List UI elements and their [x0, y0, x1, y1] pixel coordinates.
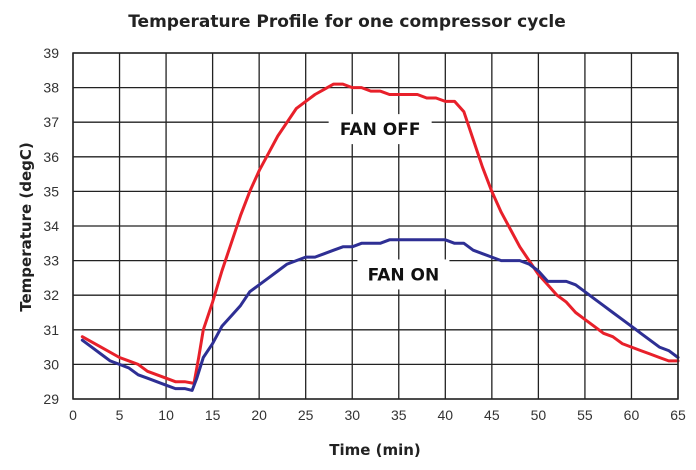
plot-frame	[72, 52, 679, 400]
y-tick-label: 39	[43, 45, 59, 61]
x-tick-label: 45	[484, 407, 500, 423]
x-tick-label: 0	[69, 407, 77, 423]
annotation-background	[328, 114, 432, 145]
x-tick-label: 40	[438, 407, 454, 423]
series-line-fan-off	[80, 82, 680, 385]
y-tick-label: 36	[43, 149, 59, 165]
y-tick-labels: 29 30 31 32 33 34 35 36 37 38 39	[43, 45, 59, 407]
annotations: FAN OFF FAN ON	[328, 114, 450, 290]
x-tick-label: 15	[205, 407, 221, 423]
grid	[72, 52, 679, 400]
y-tick-label: 29	[43, 391, 59, 407]
annotation-fan-on: FAN ON	[368, 265, 440, 285]
y-tick-label: 33	[43, 253, 59, 269]
annotation-background	[357, 259, 450, 290]
x-axis-label: Time (min)	[329, 441, 421, 459]
x-tick-labels: 0 5 10 15 20 25 30 35 40 45 50 55 60 65	[69, 407, 686, 423]
y-tick-label: 32	[43, 287, 59, 303]
y-tick-label: 38	[43, 80, 59, 96]
y-tick-label: 30	[43, 356, 59, 372]
x-tick-label: 35	[391, 407, 407, 423]
series-line-fan-on	[80, 238, 680, 392]
annotation-fan-off: FAN OFF	[340, 120, 421, 140]
x-tick-label: 25	[298, 407, 314, 423]
x-tick-label: 20	[251, 407, 267, 423]
y-axis-label: Temperature (degC)	[17, 142, 35, 311]
x-tick-label: 55	[577, 407, 593, 423]
series-lines	[80, 82, 680, 392]
y-tick-label: 31	[43, 322, 59, 338]
chart-title: Temperature Profile for one compressor c…	[128, 12, 566, 32]
y-tick-label: 34	[43, 218, 59, 234]
y-tick-label: 35	[43, 183, 59, 199]
x-tick-label: 65	[670, 407, 686, 423]
x-tick-label: 10	[158, 407, 174, 423]
x-tick-label: 30	[344, 407, 360, 423]
y-tick-label: 37	[43, 114, 59, 130]
x-tick-label: 5	[116, 407, 124, 423]
x-tick-label: 50	[531, 407, 547, 423]
x-tick-label: 60	[624, 407, 640, 423]
